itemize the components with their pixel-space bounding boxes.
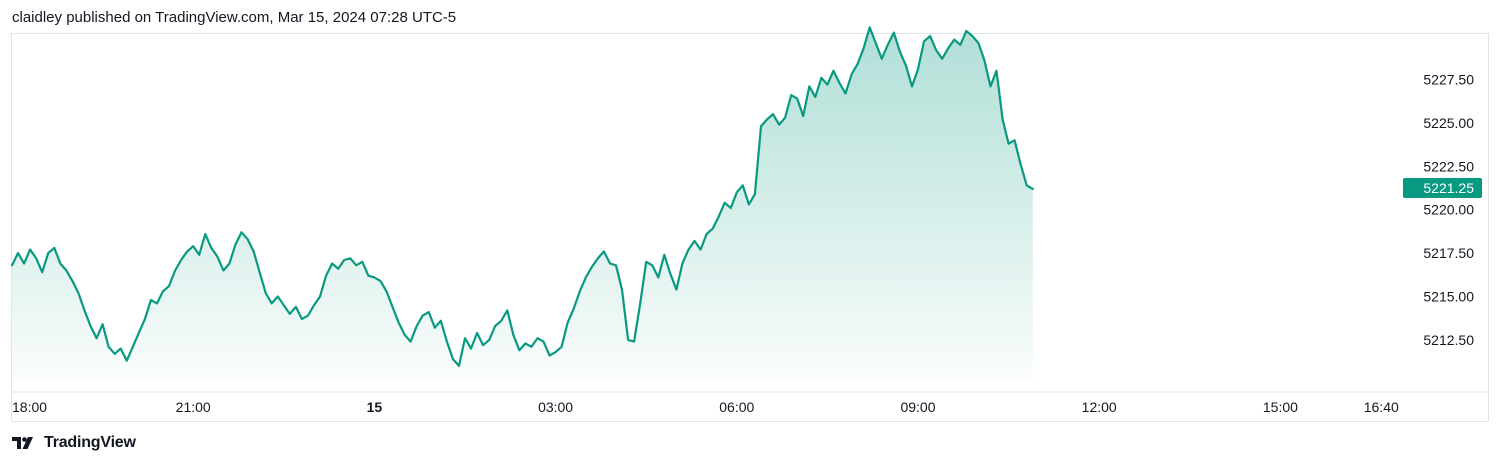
x-tick-label: 15:00 (1263, 399, 1298, 415)
y-tick-label: 5215.00 (1423, 289, 1474, 305)
publish-info: claidley published on TradingView.com, M… (12, 9, 457, 26)
x-tick-label: 18:00 (12, 399, 47, 415)
price-area-fill (12, 27, 1033, 381)
x-tick-label: 16:40 (1364, 399, 1399, 415)
x-tick-label: 03:00 (538, 399, 573, 415)
last-price-value: 5221.25 (1423, 180, 1474, 196)
x-tick-label: 15 (367, 399, 383, 415)
x-tick-label: 12:00 (1082, 399, 1117, 415)
y-tick-label: 5227.50 (1423, 72, 1474, 88)
y-tick-label: 5217.50 (1423, 245, 1474, 261)
footer-brand: TradingView (44, 434, 136, 451)
y-axis: 5212.50 5215.00 5217.50 5220.00 5222.50 5225.… (1423, 72, 1474, 348)
tradingview-logo-icon (12, 437, 33, 449)
price-line[interactable] (10, 26, 1034, 367)
x-tick-label: 06:00 (719, 399, 754, 415)
y-tick-label: 5222.50 (1423, 158, 1474, 174)
x-axis: 18:00 21:00 15 03:00 06:00 09:00 12:00 15:00 16:… (12, 399, 1399, 415)
last-price-badge (1403, 178, 1482, 198)
chart-frame (11, 33, 1489, 422)
last-price-label: 5221.25 (1403, 178, 1482, 198)
x-tick-label: 21:00 (176, 399, 211, 415)
footer: TradingView (12, 434, 136, 452)
x-tick-label: 09:00 (900, 399, 935, 415)
y-tick-label: 5225.00 (1423, 115, 1474, 131)
y-tick-label: 5220.00 (1423, 202, 1474, 218)
y-tick-label: 5212.50 (1423, 332, 1474, 348)
